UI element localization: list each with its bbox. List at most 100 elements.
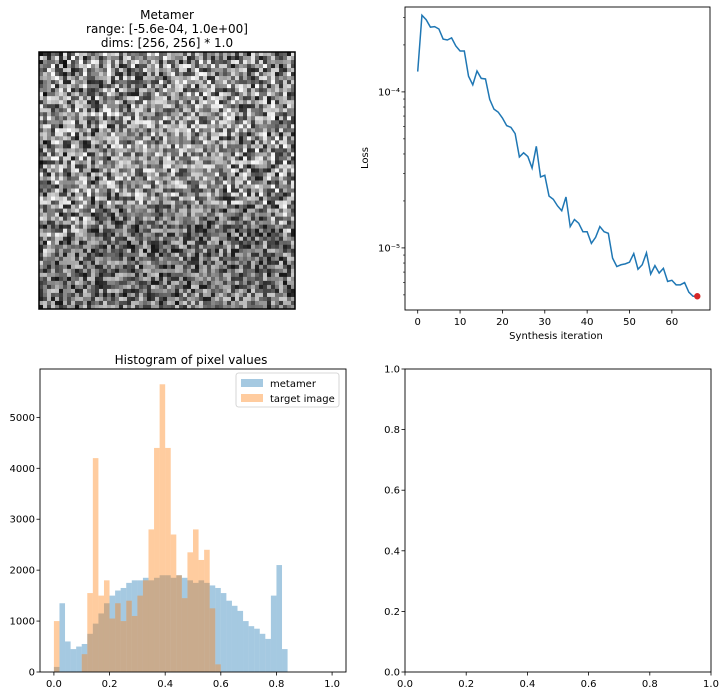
image-pixel [71,256,76,262]
histogram-bar [98,613,104,672]
image-pixel [123,60,128,65]
image-pixel [251,72,256,77]
image-pixel [207,132,212,137]
image-pixel [175,264,180,270]
image-pixel [99,272,104,278]
image-pixel [75,60,80,65]
image-pixel [235,128,240,133]
image-pixel [55,192,60,197]
image-pixel [259,140,264,145]
image-pixel [151,260,156,266]
image-pixel [183,132,188,137]
image-pixel [223,244,228,250]
image-pixel [63,304,68,310]
image-pixel [191,236,196,242]
image-pixel [247,292,252,298]
image-pixel [263,120,268,125]
image-pixel [183,68,188,73]
image-pixel [91,68,96,73]
image-pixel [51,256,56,262]
image-pixel [259,236,264,242]
image-pixel [223,180,228,185]
image-pixel [119,80,124,85]
image-pixel [147,296,152,302]
image-pixel [259,200,264,205]
image-pixel [259,168,264,173]
image-pixel [243,96,248,101]
image-pixel [47,56,52,61]
image-pixel [79,236,84,242]
image-pixel [263,296,268,302]
image-pixel [159,68,164,73]
image-pixel [79,136,84,141]
image-pixel [91,176,96,181]
image-pixel [75,296,80,302]
image-pixel [271,168,276,173]
image-pixel [179,304,184,310]
image-pixel [267,116,272,121]
image-pixel [135,104,140,109]
image-pixel [191,92,196,97]
image-pixel [171,124,176,129]
image-pixel [211,176,216,181]
image-pixel [187,272,192,278]
image-pixel [219,132,224,137]
image-pixel [283,152,288,157]
image-pixel [239,108,244,113]
image-pixel [271,80,276,85]
image-pixel [51,196,56,201]
image-pixel [91,168,96,173]
image-pixel [131,248,136,254]
image-pixel [235,300,240,306]
image-pixel [63,192,68,197]
image-pixel [283,52,288,57]
image-pixel [115,128,120,133]
image-pixel [203,60,208,65]
image-pixel [123,300,128,306]
image-pixel [223,184,228,189]
image-pixel [75,208,80,213]
image-pixel [75,148,80,153]
image-pixel [283,200,288,205]
image-pixel [239,256,244,262]
image-pixel [39,76,44,81]
image-pixel [167,144,172,149]
image-pixel [135,164,140,169]
image-pixel [223,72,228,77]
image-pixel [283,212,288,217]
image-pixel [75,168,80,173]
image-pixel [239,56,244,61]
image-pixel [247,100,252,105]
image-pixel [99,220,104,225]
image-pixel [131,296,136,302]
image-pixel [79,248,84,254]
image-pixel [259,108,264,113]
image-pixel [267,156,272,161]
image-pixel [183,120,188,125]
image-pixel [91,272,96,278]
image-pixel [47,124,52,129]
image-pixel [259,204,264,209]
image-pixel [263,184,268,189]
image-pixel [287,204,292,209]
image-pixel [163,120,168,125]
image-pixel [247,200,252,205]
image-pixel [71,184,76,189]
image-pixel [95,204,100,209]
image-pixel [223,188,228,193]
image-pixel [47,96,52,101]
image-pixel [259,188,264,193]
image-pixel [231,112,236,117]
image-pixel [103,260,108,266]
image-pixel [107,152,112,157]
image-pixel [107,68,112,73]
image-pixel [139,96,144,101]
image-pixel [235,76,240,81]
image-pixel [47,240,52,246]
image-pixel [279,196,284,201]
image-pixel [115,60,120,65]
image-pixel [79,204,84,209]
image-pixel [191,152,196,157]
image-pixel [43,60,48,65]
image-pixel [215,232,220,238]
